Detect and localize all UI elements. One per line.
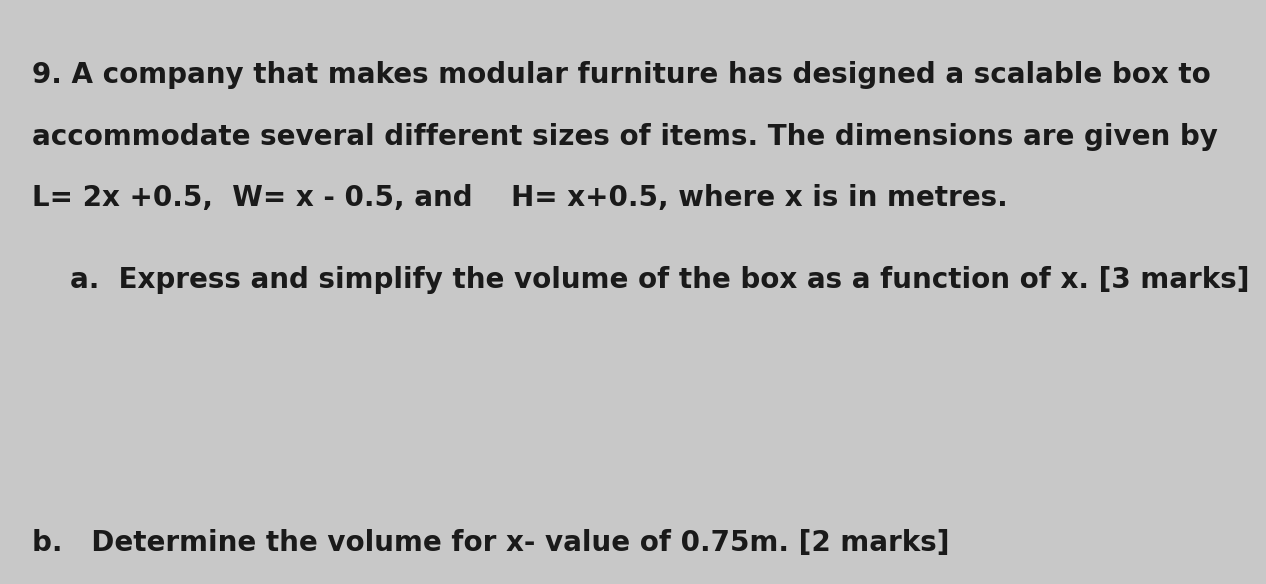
Text: a.  Express and simplify the volume of the box as a function of x. [3 marks]: a. Express and simplify the volume of th… <box>70 266 1250 294</box>
Text: accommodate several different sizes of items. The dimensions are given by: accommodate several different sizes of i… <box>32 123 1218 151</box>
Text: 9. A company that makes modular furniture has designed a scalable box to: 9. A company that makes modular furnitur… <box>32 61 1210 89</box>
Text: b.   Determine the volume for x- value of 0.75m. [2 marks]: b. Determine the volume for x- value of … <box>32 529 950 557</box>
Text: L= 2x +0.5,  W= x - 0.5, and    H= x+0.5, where x is in metres.: L= 2x +0.5, W= x - 0.5, and H= x+0.5, wh… <box>32 184 1008 212</box>
